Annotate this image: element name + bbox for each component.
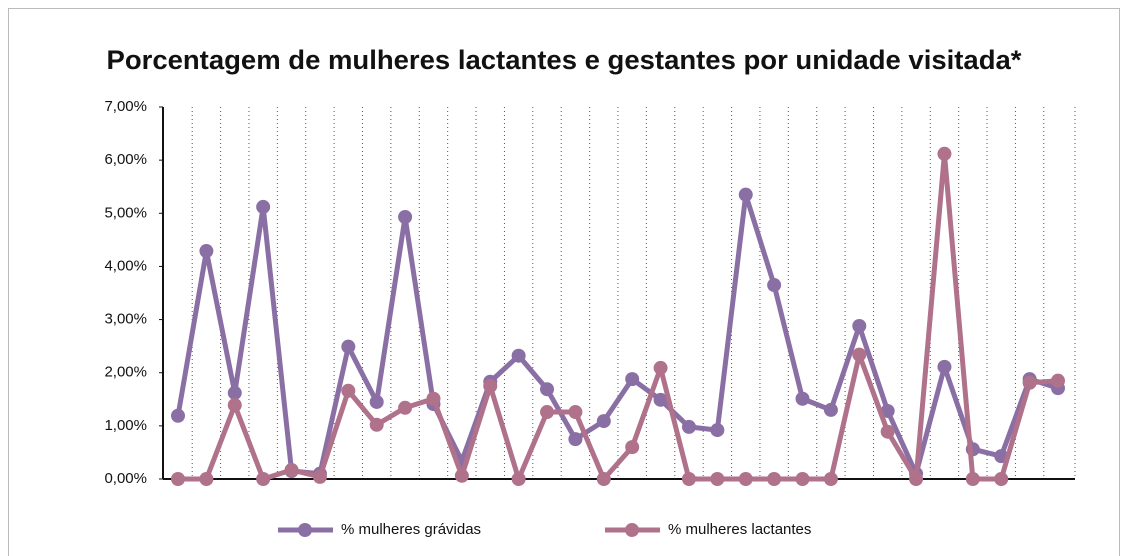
point xyxy=(369,394,384,409)
point xyxy=(653,360,668,375)
legend-marker xyxy=(298,523,312,537)
y-tick-label: 0,00% xyxy=(104,470,147,487)
point xyxy=(369,417,384,432)
point xyxy=(199,472,214,486)
point xyxy=(426,391,441,406)
point xyxy=(596,472,611,486)
point xyxy=(937,146,952,161)
point xyxy=(965,472,980,486)
y-tick-label: 6,00% xyxy=(104,151,147,168)
point xyxy=(511,348,526,363)
point xyxy=(540,405,555,420)
point xyxy=(880,424,895,439)
y-tick-label: 4,00% xyxy=(104,257,147,274)
point xyxy=(767,278,782,293)
point xyxy=(852,318,867,333)
point xyxy=(767,472,782,486)
point xyxy=(625,372,640,387)
legend-label: % mulheres grávidas xyxy=(341,521,481,538)
legend-label: % mulheres lactantes xyxy=(668,521,811,538)
point xyxy=(795,391,810,406)
point xyxy=(909,472,924,486)
legend-marker xyxy=(625,523,639,537)
point xyxy=(511,472,526,486)
point xyxy=(625,440,640,455)
chart-title: Porcentagem de mulheres lactantes e gest… xyxy=(107,45,1022,75)
point xyxy=(398,210,413,225)
point xyxy=(398,400,413,415)
point xyxy=(681,472,696,486)
point xyxy=(454,468,469,483)
point xyxy=(312,469,327,484)
point xyxy=(994,472,1009,486)
point xyxy=(852,347,867,362)
point xyxy=(171,472,185,486)
series-line xyxy=(175,192,1059,477)
point xyxy=(483,379,498,393)
point xyxy=(227,398,242,413)
point xyxy=(171,408,185,423)
point xyxy=(540,382,555,397)
point xyxy=(256,199,271,214)
point xyxy=(795,472,810,486)
point xyxy=(880,403,895,418)
y-tick-label: 1,00% xyxy=(104,417,147,434)
point xyxy=(738,187,753,202)
point xyxy=(1051,373,1065,388)
point xyxy=(227,385,242,400)
point xyxy=(710,472,725,486)
point xyxy=(823,472,838,486)
point xyxy=(823,402,838,417)
point xyxy=(738,472,753,486)
point xyxy=(653,392,668,407)
point xyxy=(568,405,583,420)
point xyxy=(681,419,696,434)
point xyxy=(1022,375,1037,390)
point xyxy=(341,339,356,354)
y-tick-label: 2,00% xyxy=(104,364,147,381)
y-tick-label: 3,00% xyxy=(104,311,147,328)
series-line xyxy=(178,151,1059,482)
point xyxy=(568,432,583,447)
point xyxy=(284,462,299,477)
point xyxy=(937,359,952,374)
point xyxy=(199,244,214,259)
y-tick-label: 7,00% xyxy=(104,98,147,115)
point xyxy=(710,423,725,438)
y-tick-label: 5,00% xyxy=(104,204,147,221)
point xyxy=(596,414,611,429)
point xyxy=(256,472,271,486)
point xyxy=(341,383,356,398)
